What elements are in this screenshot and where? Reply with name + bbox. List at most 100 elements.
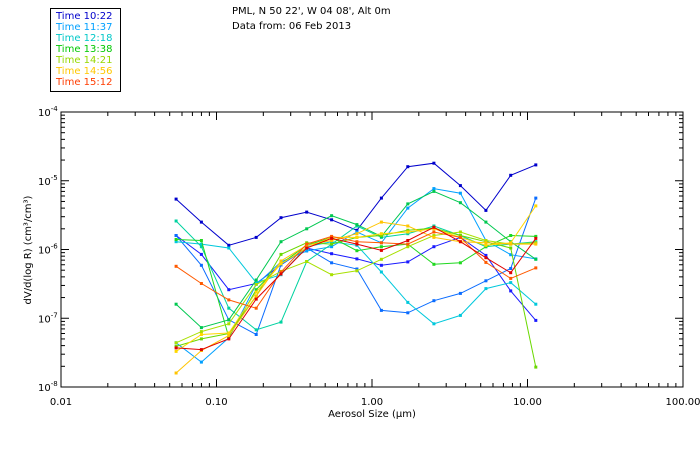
data-point (432, 189, 436, 193)
legend-entry: Time 10:22 (56, 11, 113, 22)
data-point (355, 235, 359, 239)
data-point (534, 242, 538, 246)
plot-frame (60, 111, 684, 388)
data-point (199, 337, 203, 341)
x-tick-label: 10.00 (513, 397, 542, 408)
data-point (330, 245, 334, 249)
data-point (174, 346, 178, 350)
data-point (509, 289, 513, 293)
data-point (509, 281, 513, 285)
data-point (199, 333, 203, 336)
data-point (406, 245, 410, 249)
data-point (355, 269, 359, 273)
series-12 (174, 230, 538, 310)
data-point (379, 270, 383, 274)
y-axis-label: dV/d(log R) (cm³/cm³) (23, 195, 34, 304)
series-2 (174, 196, 538, 336)
date-text: Data from: 06 Feb 2013 (232, 21, 352, 32)
data-point (458, 230, 462, 234)
data-point (254, 281, 258, 285)
data-point (330, 273, 334, 277)
data-point (406, 230, 410, 234)
data-point (199, 245, 203, 249)
legend-entry: Time 15:12 (56, 77, 113, 88)
data-point (458, 234, 462, 237)
data-point (227, 318, 231, 322)
data-point (174, 219, 178, 223)
data-point (432, 187, 436, 191)
data-point (227, 334, 231, 338)
legend-entry: Time 13:38 (56, 44, 113, 55)
data-point (484, 253, 488, 257)
x-tick-label: 100.00 (666, 397, 700, 408)
data-point (330, 234, 334, 238)
data-point (458, 184, 462, 188)
data-point (199, 263, 203, 267)
data-point (254, 294, 258, 298)
data-point (305, 249, 309, 253)
data-point (279, 272, 283, 276)
data-point (227, 322, 231, 326)
data-point (534, 257, 538, 261)
data-point (355, 230, 359, 234)
data-point (199, 220, 203, 224)
series-0 (174, 161, 538, 247)
data-point (534, 163, 538, 167)
data-point (432, 299, 436, 303)
data-point (199, 360, 203, 364)
data-point (174, 234, 178, 237)
y-tick-label: 10-8 (38, 380, 58, 394)
data-point (254, 333, 258, 336)
data-point (458, 261, 462, 265)
data-point (406, 202, 410, 206)
data-point (534, 318, 538, 322)
data-point (254, 288, 258, 292)
data-point (355, 232, 359, 236)
data-point (534, 302, 538, 306)
data-point (458, 240, 462, 244)
data-point (254, 306, 258, 310)
data-point (330, 214, 334, 218)
data-point (509, 276, 513, 280)
data-point (199, 252, 203, 256)
legend: Time 10:22 Time 11:37 Time 12:18 Time 13:38… (50, 8, 121, 92)
data-point (406, 228, 410, 232)
data-point (305, 246, 309, 250)
legend-entry: Time 14:56 (56, 66, 113, 77)
data-point (534, 266, 538, 270)
data-point (254, 297, 258, 301)
data-point (199, 348, 203, 352)
data-point (432, 235, 436, 239)
data-point (509, 242, 513, 246)
data-point (254, 283, 258, 286)
data-point (330, 218, 334, 222)
data-point (330, 239, 334, 242)
data-point (305, 227, 309, 231)
data-point (355, 223, 359, 227)
data-point (227, 246, 231, 250)
data-point (279, 240, 283, 244)
data-point (305, 210, 309, 214)
data-point (509, 267, 513, 270)
data-point (355, 249, 359, 253)
x-tick-label: 0.10 (205, 397, 227, 408)
data-point (509, 246, 513, 250)
data-point (458, 191, 462, 195)
y-tick-label: 10-7 (38, 311, 58, 325)
data-point (254, 290, 258, 294)
y-tick-label: 10-6 (38, 243, 58, 257)
series-13 (174, 225, 538, 352)
data-point (406, 232, 410, 236)
y-tick-label: 10-5 (38, 174, 58, 188)
data-point (199, 326, 203, 330)
location-text: PML, N 50 22', W 04 08', Alt 0m (232, 6, 391, 17)
data-point (355, 228, 359, 232)
data-point (406, 239, 410, 242)
data-point (406, 224, 410, 228)
data-point (432, 234, 436, 237)
data-point (534, 236, 538, 240)
x-axis-label: Aerosol Size (µm) (328, 409, 416, 420)
data-point (484, 287, 488, 291)
data-point (174, 264, 178, 268)
